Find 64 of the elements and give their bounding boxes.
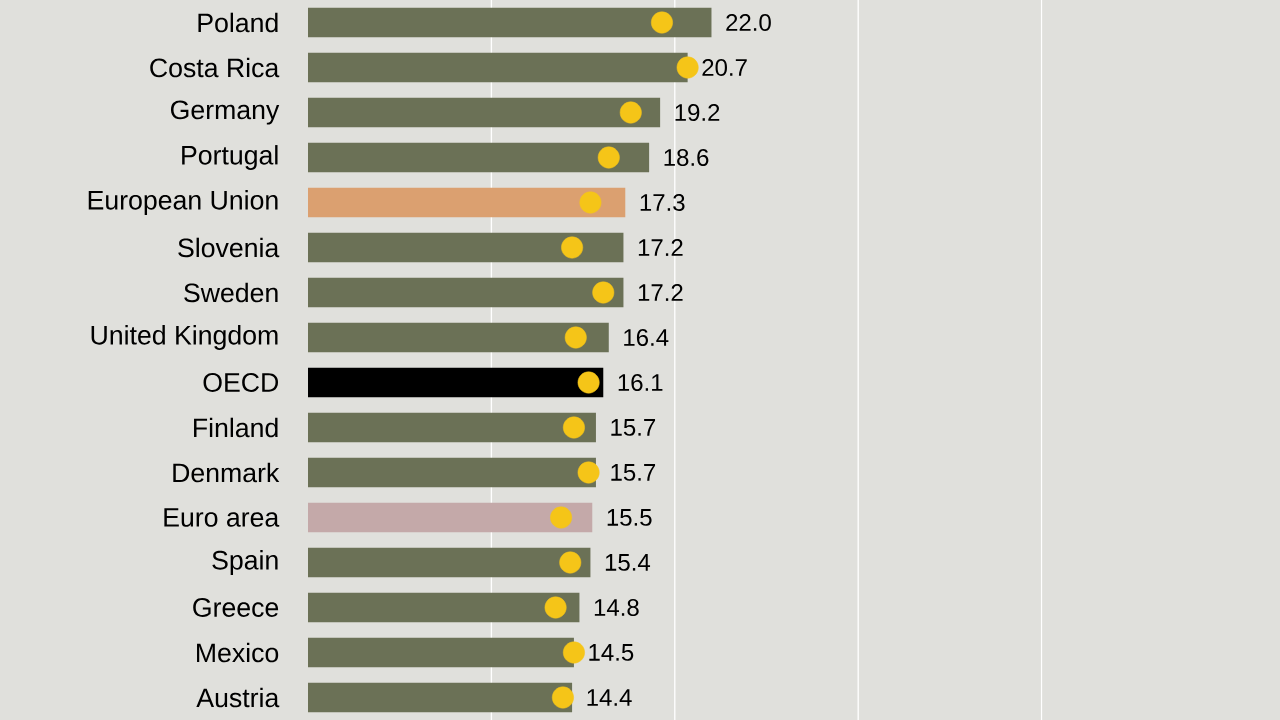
bar <box>308 502 593 533</box>
point <box>544 596 567 619</box>
y-tick-label: Slovenia <box>178 237 280 258</box>
y-tick-label: Sweden <box>184 282 278 303</box>
point <box>577 461 600 484</box>
bar <box>308 457 596 488</box>
data-label: 14.8 <box>594 598 639 616</box>
point <box>561 236 584 259</box>
bar <box>308 52 688 83</box>
y-tick-label: Germany <box>170 100 280 125</box>
data-label: 14.5 <box>589 644 634 661</box>
y-tick-label: Costa Rica <box>150 57 280 78</box>
y-tick-label: OECD <box>203 373 279 392</box>
point <box>562 641 585 664</box>
bar <box>308 232 624 263</box>
point <box>579 191 602 214</box>
y-tick-label: Austria <box>196 687 280 708</box>
data-label: 16.1 <box>618 373 663 391</box>
y-tick-label: Poland <box>198 12 278 33</box>
data-label: 18.6 <box>664 148 709 166</box>
point <box>551 686 574 709</box>
bar <box>308 412 596 443</box>
point <box>562 416 585 439</box>
bar <box>308 277 624 308</box>
bar <box>308 7 712 38</box>
data-label: 15.5 <box>607 509 652 526</box>
y-tick-label: Spain <box>212 550 278 575</box>
data-label: 14.4 <box>587 689 632 706</box>
data-label: 17.2 <box>638 239 683 256</box>
data-label: 22.0 <box>726 13 771 31</box>
bar <box>308 142 650 173</box>
y-tick-label: Finland <box>194 417 278 438</box>
data-label: 17.3 <box>640 193 685 211</box>
y-tick-label: Mexico <box>197 642 279 663</box>
data-label: 16.4 <box>624 328 669 346</box>
y-tick-label: Denmark <box>173 462 280 483</box>
y-tick-label: European Union <box>88 190 278 215</box>
y-tick-label: Portugal <box>182 145 278 170</box>
data-label: 15.7 <box>611 464 656 481</box>
y-tick-label: Euro area <box>164 508 280 527</box>
data-label: 17.2 <box>638 284 683 301</box>
point <box>592 281 615 304</box>
point <box>651 11 673 34</box>
point <box>676 56 699 79</box>
bar <box>308 547 591 578</box>
data-label: 15.7 <box>611 419 656 436</box>
point <box>577 371 600 394</box>
bar <box>308 367 604 398</box>
data-label: 15.4 <box>605 554 651 571</box>
bar <box>308 97 661 128</box>
bar <box>308 637 574 668</box>
point <box>564 326 587 349</box>
point <box>550 506 573 529</box>
bar <box>308 187 626 218</box>
bar <box>308 322 609 353</box>
bar <box>308 682 573 713</box>
point <box>559 551 582 574</box>
bar <box>308 592 580 623</box>
point <box>619 101 642 124</box>
y-tick-label: United Kingdom <box>91 325 278 350</box>
data-label: 20.7 <box>702 58 747 76</box>
data-label: 19.2 <box>675 103 720 121</box>
y-tick-label: Greece <box>193 598 279 617</box>
point <box>597 146 620 169</box>
